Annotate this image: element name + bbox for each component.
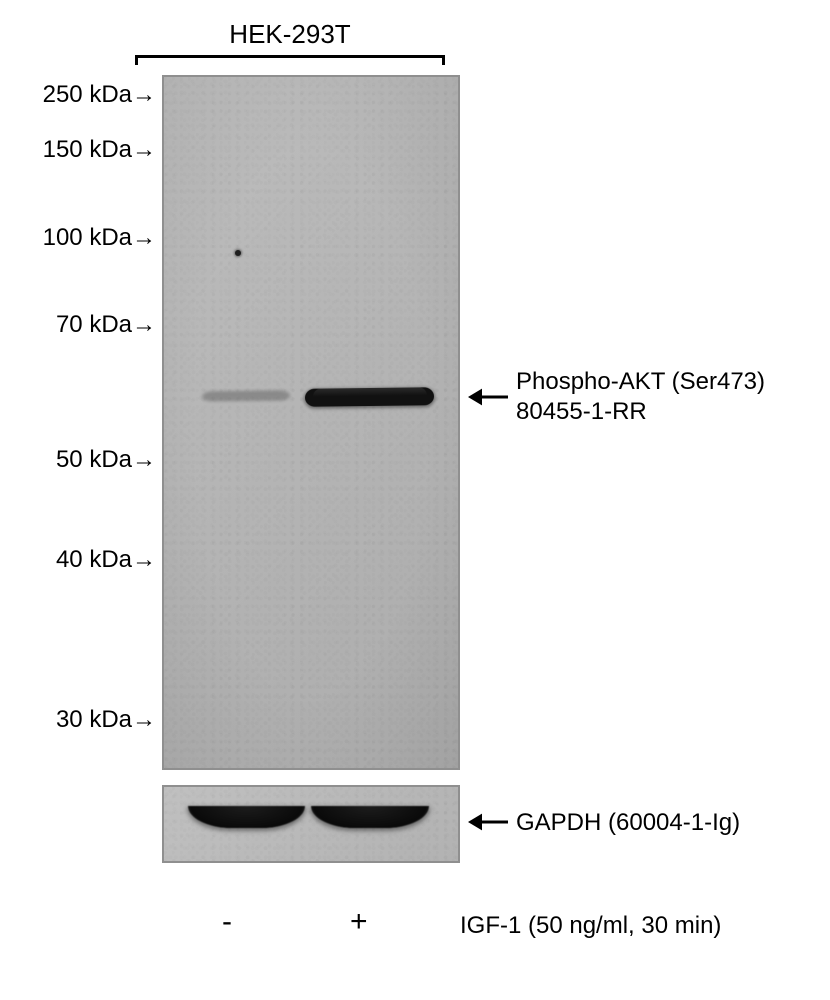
artifact-spot <box>235 250 241 256</box>
blot-panel-body <box>164 787 458 861</box>
film-grain <box>164 77 458 768</box>
band <box>305 387 435 407</box>
blot-panel-body <box>164 77 458 768</box>
ladder-tick: 40 kDa→ <box>56 546 156 574</box>
band <box>202 391 290 402</box>
band <box>188 806 306 828</box>
antibody-label-gapdh: GAPDH (60004-1-Ig) <box>516 808 740 838</box>
ladder-tick: 70 kDa→ <box>56 311 156 339</box>
band <box>311 806 429 828</box>
vignette <box>164 77 458 768</box>
label-line: Phospho-AKT (Ser473) <box>516 367 765 397</box>
treatment-minus: - <box>222 905 232 939</box>
arrow-left-icon <box>468 387 508 407</box>
ladder-tick: 30 kDa→ <box>56 706 156 734</box>
sample-label: HEK-293T <box>135 19 445 50</box>
ladder-tick: 50 kDa→ <box>56 446 156 474</box>
blot-figure: WWW.PTGLAB.COM HEK-293T Phospho-AKT (Ser… <box>0 0 830 1000</box>
label-line: 80455-1-RR <box>516 397 765 427</box>
ladder-tick: 150 kDa→ <box>43 136 156 164</box>
arrow-left-icon <box>468 812 508 832</box>
antibody-label-main: Phospho-AKT (Ser473)80455-1-RR <box>516 367 765 427</box>
treatment-label: IGF-1 (50 ng/ml, 30 min) <box>460 912 721 940</box>
watermark-wrap: WWW.PTGLAB.COM <box>8 75 128 895</box>
blot-panel-gapdh <box>162 785 460 863</box>
ladder-tick: 250 kDa→ <box>43 81 156 109</box>
ladder-tick: 100 kDa→ <box>43 224 156 252</box>
blot-panel-main <box>162 75 460 770</box>
treatment-plus: + <box>350 905 368 939</box>
sample-bar <box>135 55 445 58</box>
